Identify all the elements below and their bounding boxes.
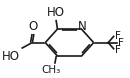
Text: O: O xyxy=(28,20,37,33)
Text: CH₃: CH₃ xyxy=(42,65,61,75)
Text: HO: HO xyxy=(47,6,65,19)
Text: HO: HO xyxy=(2,50,20,63)
Text: F: F xyxy=(119,38,124,48)
Text: F: F xyxy=(115,45,121,55)
Text: F: F xyxy=(115,31,121,41)
Text: N: N xyxy=(78,20,87,33)
